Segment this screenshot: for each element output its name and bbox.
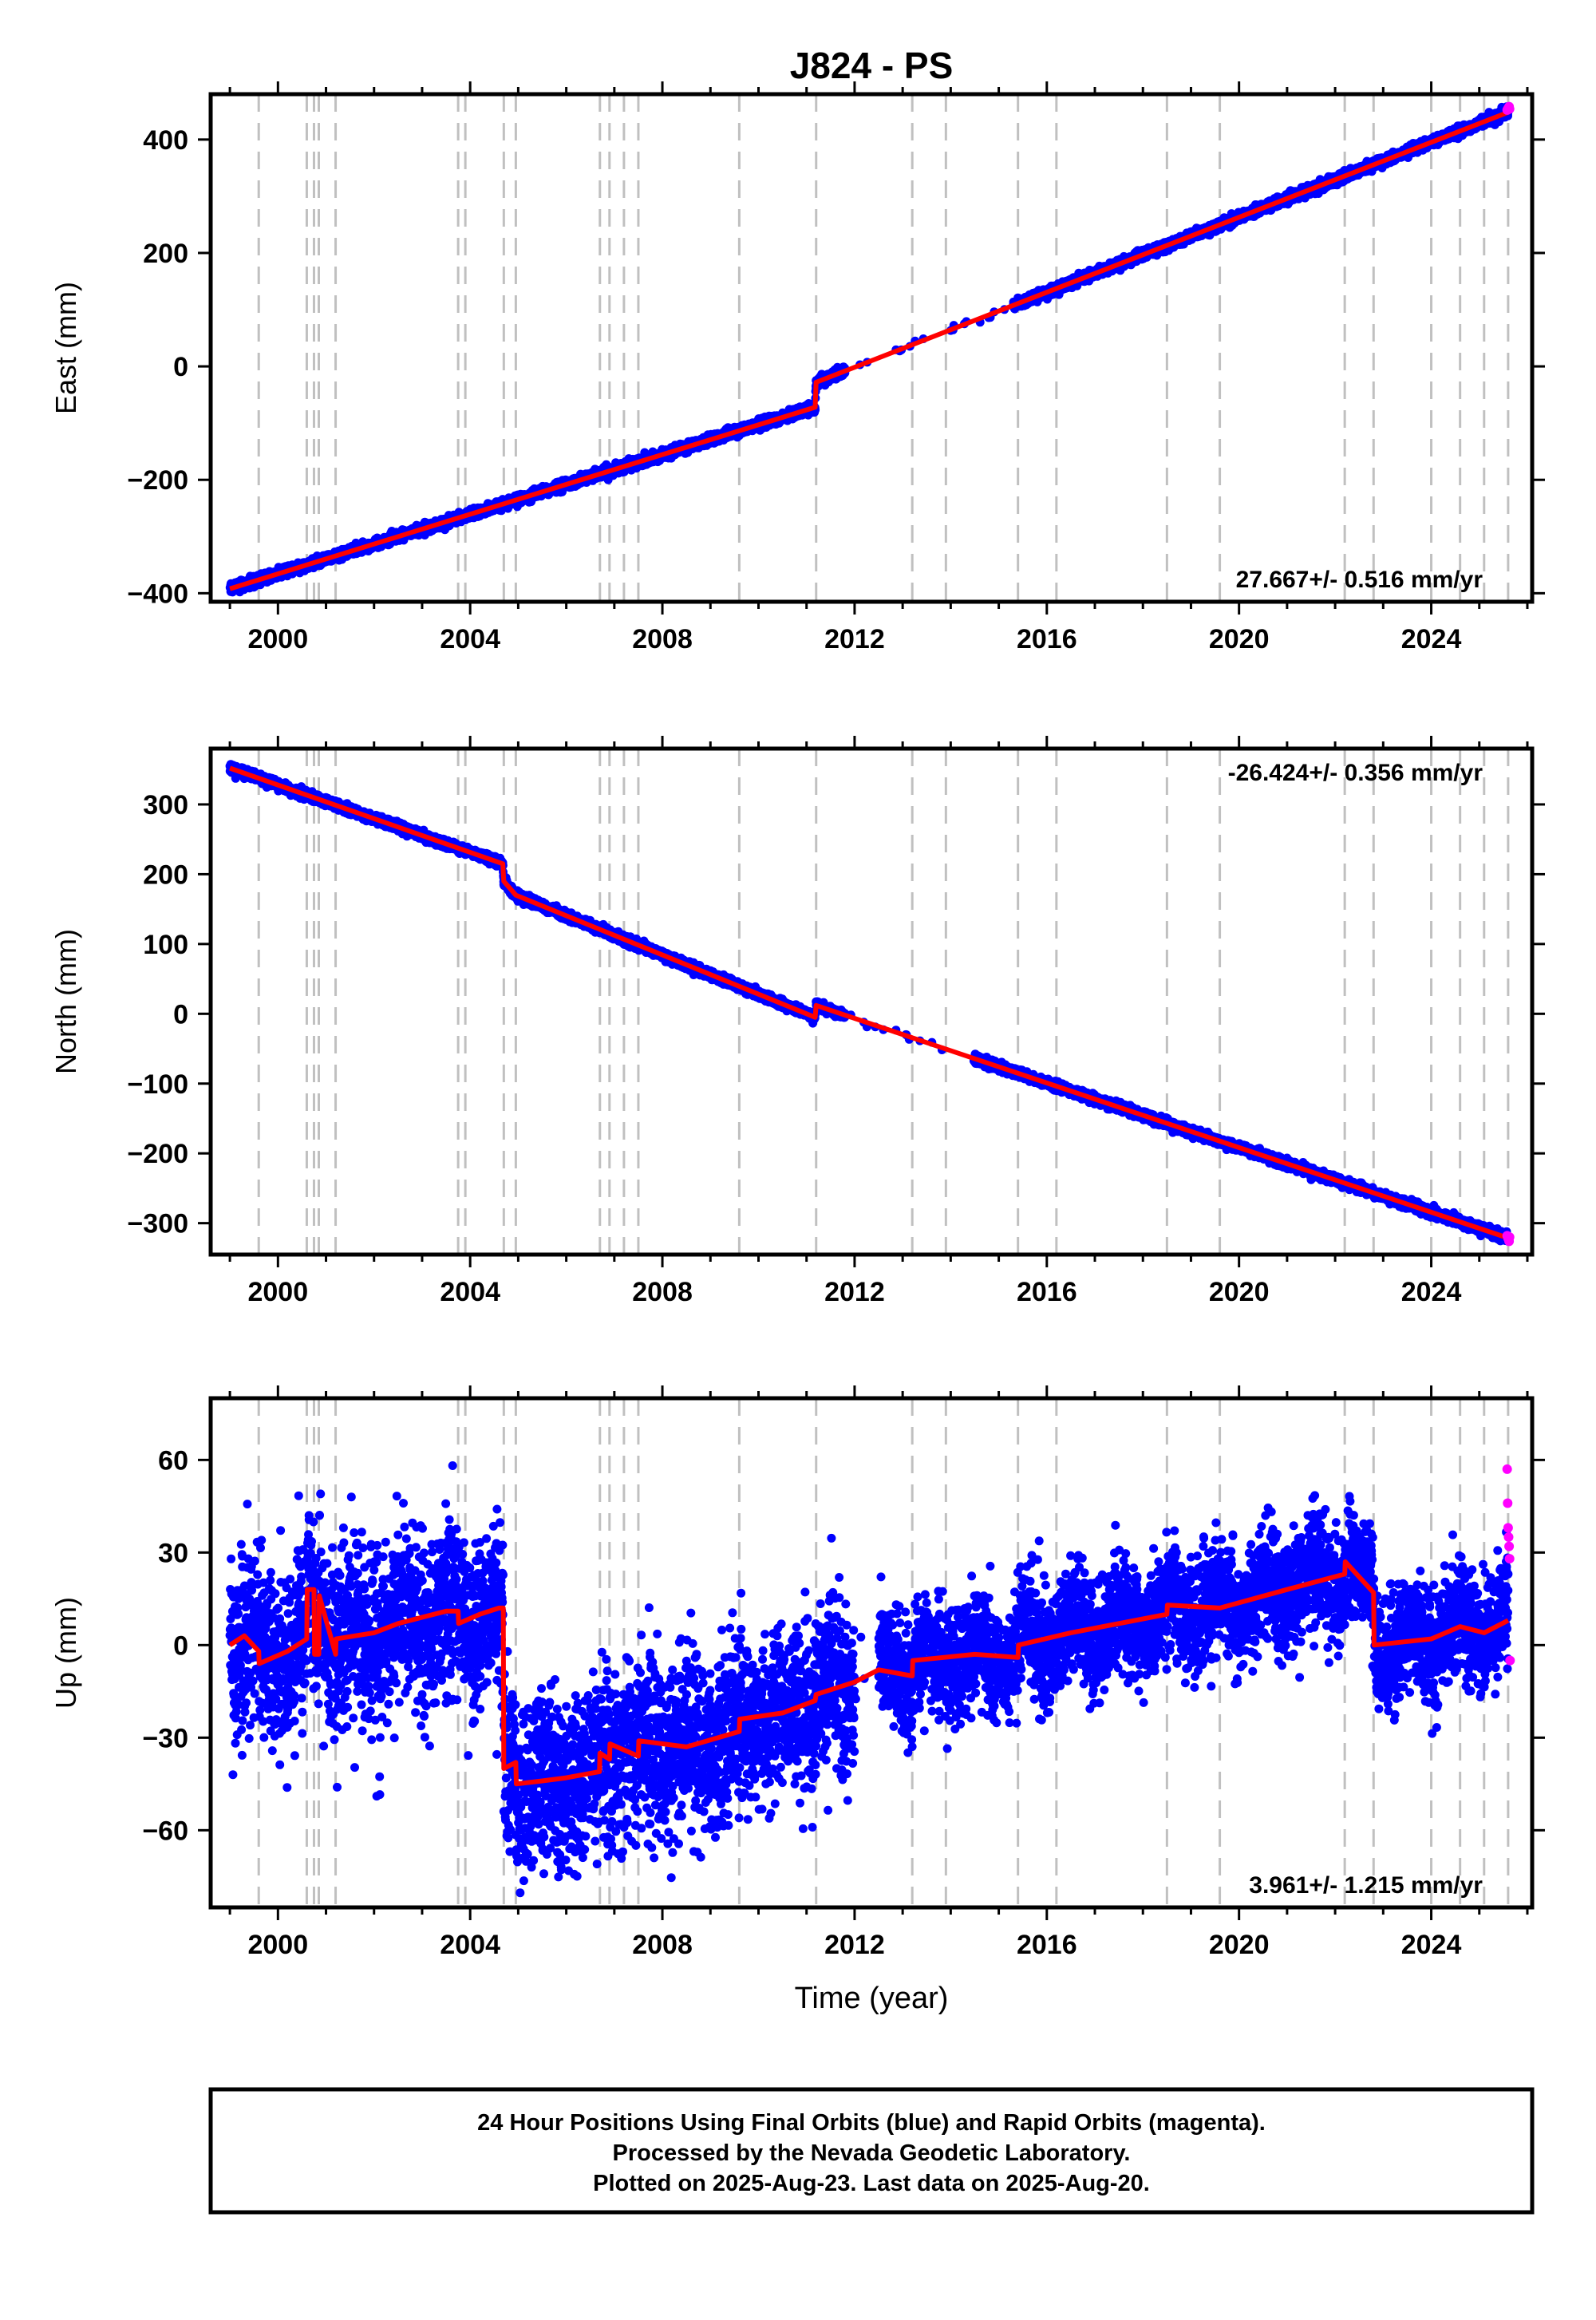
figure-title: J824 - PS (790, 45, 954, 86)
final-orbit-points (226, 102, 1513, 596)
